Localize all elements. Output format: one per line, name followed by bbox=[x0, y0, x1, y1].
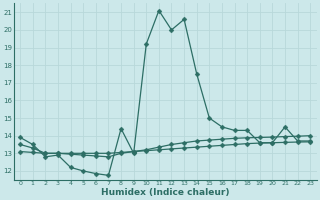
X-axis label: Humidex (Indice chaleur): Humidex (Indice chaleur) bbox=[101, 188, 229, 197]
